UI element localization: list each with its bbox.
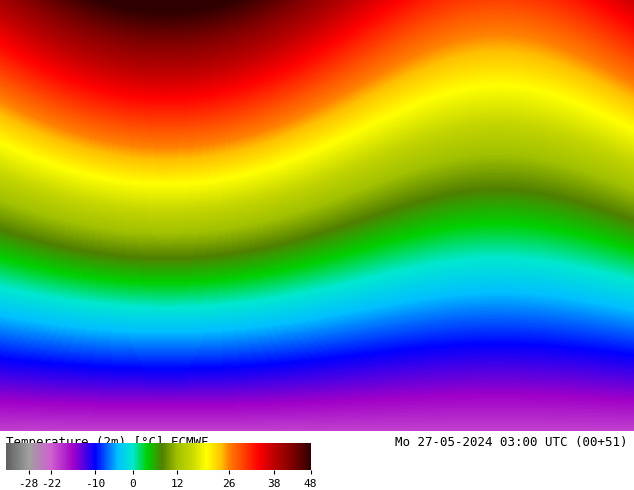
Text: Temperature (2m) [°C] ECMWF: Temperature (2m) [°C] ECMWF: [6, 436, 209, 448]
Text: Mo 27-05-2024 03:00 UTC (00+51): Mo 27-05-2024 03:00 UTC (00+51): [395, 436, 628, 448]
